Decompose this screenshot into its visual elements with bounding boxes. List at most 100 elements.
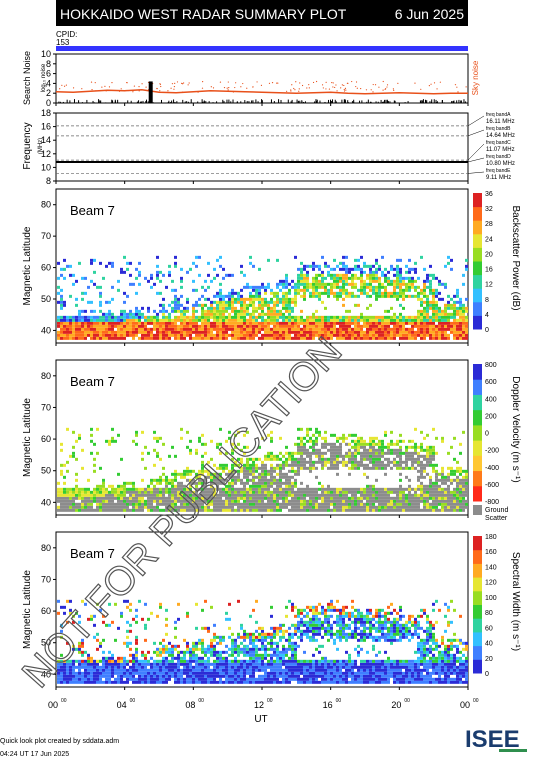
width-panel-cell (132, 653, 135, 657)
vel-panel-cell (132, 484, 135, 488)
power-panel-cell (312, 264, 315, 268)
width-panel-cell (159, 668, 162, 672)
width-panel-cell (123, 656, 126, 660)
width-panel-cell (96, 665, 99, 669)
vel-panel-cell (312, 433, 315, 437)
power-panel-cell (390, 306, 393, 310)
width-panel-cell (66, 665, 69, 669)
vel-panel-cell (414, 490, 417, 494)
power-panel-cell (381, 255, 384, 259)
vel-panel-cell (141, 478, 144, 482)
vel-panel-cell (72, 493, 75, 497)
power-panel-cell (102, 336, 105, 340)
width-panel-cell (183, 638, 186, 642)
vel-panel-cell (222, 502, 225, 506)
power-panel-cell (270, 309, 273, 313)
vel-panel-cell (360, 463, 363, 467)
vel-panel-cell (141, 451, 144, 455)
vel-panel-cell (288, 508, 291, 512)
vel-panel-cell (228, 493, 231, 497)
power-panel-cell (111, 330, 114, 334)
vel-panel-cell (213, 475, 216, 479)
vel-panel-cell (243, 469, 246, 473)
vel-panel-cell (201, 508, 204, 512)
width-panel-cell (135, 638, 138, 642)
vel-panel-cell (270, 508, 273, 512)
power-panel-cell (276, 324, 279, 328)
width-panel-cell (162, 665, 165, 669)
sky-noise-point (322, 87, 324, 89)
power-panel-cell (192, 303, 195, 307)
power-panel-cell (234, 315, 237, 319)
sky-noise-point (397, 82, 399, 84)
power-panel-cell (231, 297, 234, 301)
power-panel-cell (411, 279, 414, 283)
width-panel-cell (75, 671, 78, 675)
power-panel-cell (378, 324, 381, 328)
vel-panel-cell (216, 475, 219, 479)
vel-panel-cell (276, 463, 279, 467)
vel-panel-cell (300, 502, 303, 506)
vel-panel-cell (402, 502, 405, 506)
power-panel-cell (207, 309, 210, 313)
power-panel-cell (426, 321, 429, 325)
width-panel-cell (147, 659, 150, 663)
power-panel-cell (384, 336, 387, 340)
vel-panel-cell (252, 469, 255, 473)
power-panel-cell (174, 330, 177, 334)
vel-panel-cell (450, 490, 453, 494)
vel-panel-cell (153, 490, 156, 494)
power-panel-cell (360, 336, 363, 340)
sky-noise-point (132, 91, 134, 93)
power-panel-cell (336, 327, 339, 331)
vel-panel-cell (264, 481, 267, 485)
width-panel-cell (78, 659, 81, 663)
power-panel-cell (324, 264, 327, 268)
vel-panel-cell (75, 508, 78, 512)
power-panel-cell (141, 327, 144, 331)
vel-panel-cell (234, 490, 237, 494)
power-panel-cell (174, 309, 177, 313)
vel-panel-cell (291, 493, 294, 497)
vel-panel-cell (231, 475, 234, 479)
power-panel-cell (60, 267, 63, 271)
width-panel-cell (159, 605, 162, 609)
power-panel-cell (351, 321, 354, 325)
power-panel-cell (438, 315, 441, 319)
search-noise-spike (148, 81, 153, 103)
vel-panel-cell (147, 505, 150, 509)
width-panel-cell (177, 656, 180, 660)
vel-panel-cell (357, 436, 360, 440)
width-panel-cell (159, 674, 162, 678)
power-panel-cell (336, 264, 339, 268)
power-panel-cell (369, 336, 372, 340)
power-panel-cell (360, 273, 363, 277)
power-panel-cell (99, 285, 102, 289)
vel-panel-cell (375, 436, 378, 440)
width-panel-cell (177, 659, 180, 663)
vel-panel-cell (198, 493, 201, 497)
vel-panel-cell (321, 436, 324, 440)
vel-panel-cell (297, 499, 300, 503)
vel-panel-cell (138, 493, 141, 497)
search-noise-bar (366, 101, 368, 103)
power-panel-cell (453, 333, 456, 337)
power-panel-cell (216, 312, 219, 316)
power-panel-cell (267, 330, 270, 334)
power-panel-cell (282, 315, 285, 319)
power-panel-cell (351, 285, 354, 289)
width-panel-cell (66, 599, 69, 603)
vel-panel-cell (162, 496, 165, 500)
vel-panel-cell (108, 484, 111, 488)
power-panel-cell (222, 303, 225, 307)
vel-panel-cell (372, 502, 375, 506)
power-panel-cell (90, 261, 93, 265)
power-panel-cell (213, 318, 216, 322)
vel-panel-cell (264, 508, 267, 512)
power-panel-cell (318, 285, 321, 289)
vel-panel-cell (219, 427, 222, 431)
width-panel-cell (129, 623, 132, 627)
power-panel-cell (336, 279, 339, 283)
width-panel-cell (150, 677, 153, 681)
width-panel-cell (177, 662, 180, 666)
